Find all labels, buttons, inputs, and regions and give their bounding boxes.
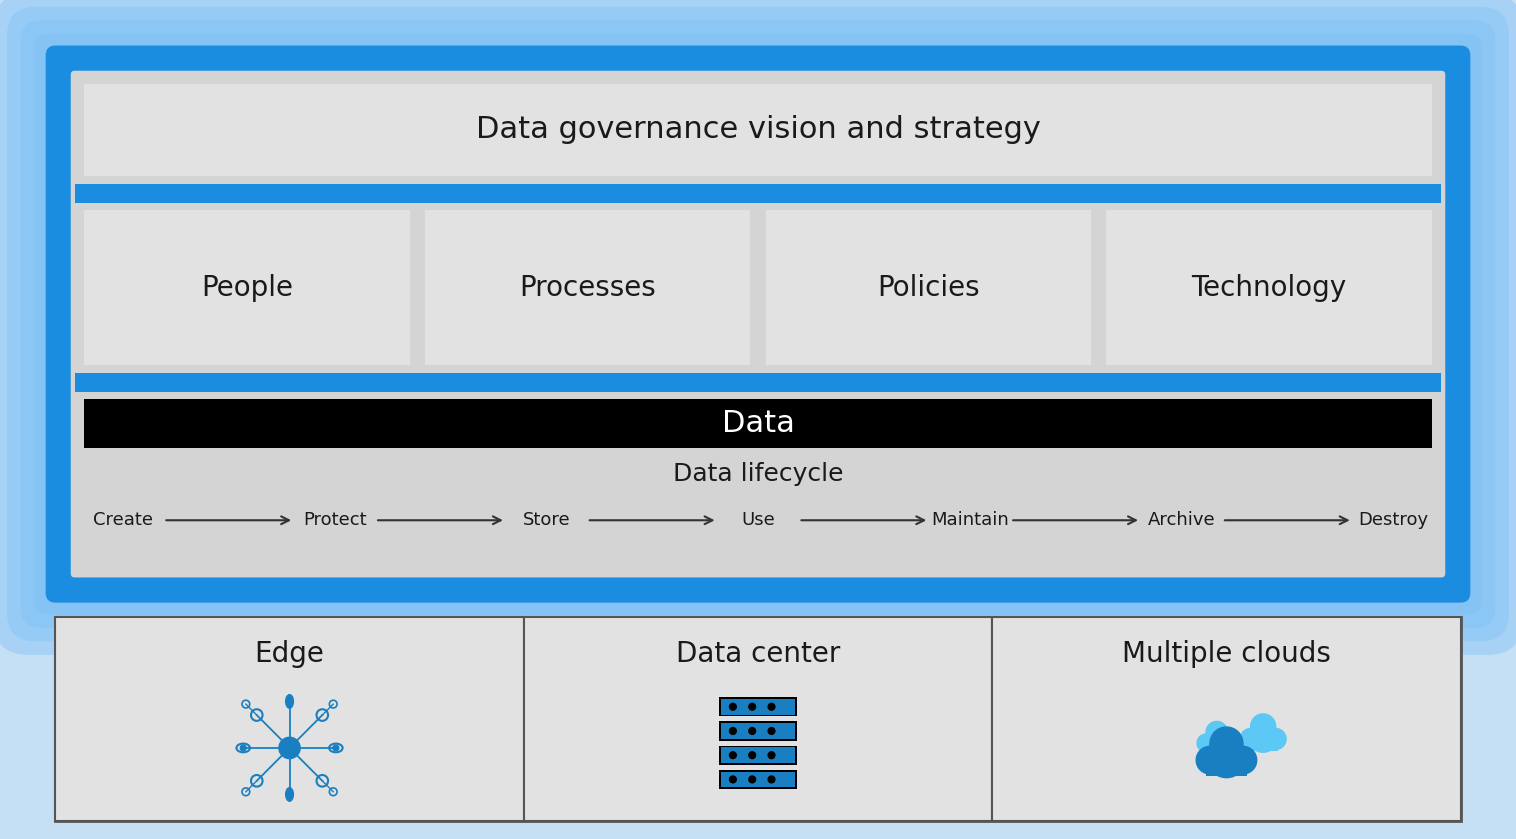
Circle shape <box>729 776 737 783</box>
Circle shape <box>749 727 755 734</box>
Circle shape <box>749 752 755 758</box>
Bar <box>85 399 1431 447</box>
Bar <box>1204 741 1229 753</box>
Bar <box>1107 211 1431 365</box>
Text: Store: Store <box>523 511 570 529</box>
Bar <box>55 618 1461 821</box>
FancyBboxPatch shape <box>8 7 1508 641</box>
Text: Technology: Technology <box>1192 274 1346 302</box>
Text: Destroy: Destroy <box>1358 511 1428 529</box>
Bar <box>523 618 993 821</box>
Text: Data governance vision and strategy: Data governance vision and strategy <box>476 115 1040 144</box>
Ellipse shape <box>285 788 294 801</box>
Text: People: People <box>202 274 293 302</box>
Circle shape <box>769 703 775 710</box>
Bar <box>722 772 794 787</box>
Circle shape <box>729 752 737 758</box>
Circle shape <box>769 752 775 758</box>
Bar <box>722 748 794 763</box>
Ellipse shape <box>285 695 294 708</box>
FancyBboxPatch shape <box>0 0 1516 655</box>
Circle shape <box>1204 728 1229 754</box>
FancyBboxPatch shape <box>45 45 1471 602</box>
Text: Processes: Processes <box>520 274 656 302</box>
Circle shape <box>749 776 755 783</box>
Text: Data center: Data center <box>676 640 840 668</box>
Circle shape <box>1248 722 1278 753</box>
Text: Data: Data <box>722 409 794 438</box>
Circle shape <box>769 727 775 734</box>
Circle shape <box>1198 734 1214 752</box>
Bar <box>1248 737 1278 751</box>
Circle shape <box>1207 737 1246 778</box>
Circle shape <box>729 727 737 734</box>
Bar <box>74 373 1442 393</box>
Text: Data lifecycle: Data lifecycle <box>673 461 843 486</box>
Text: Policies: Policies <box>878 274 979 302</box>
Circle shape <box>1196 747 1223 774</box>
Circle shape <box>1251 714 1275 739</box>
Text: Use: Use <box>741 511 775 529</box>
Circle shape <box>241 745 246 751</box>
Circle shape <box>279 737 300 758</box>
Circle shape <box>1240 728 1261 749</box>
Bar <box>993 618 1461 821</box>
Bar <box>85 211 409 365</box>
Text: Create: Create <box>92 511 153 529</box>
Bar <box>720 746 796 765</box>
Circle shape <box>1266 728 1286 749</box>
FancyBboxPatch shape <box>47 48 1469 601</box>
Circle shape <box>1210 727 1243 760</box>
Bar <box>74 184 1442 204</box>
Text: Archive: Archive <box>1148 511 1216 529</box>
Text: Edge: Edge <box>255 640 324 668</box>
Bar <box>55 618 523 821</box>
Text: Protect: Protect <box>303 511 367 529</box>
FancyBboxPatch shape <box>71 70 1445 577</box>
Bar <box>720 769 796 789</box>
FancyBboxPatch shape <box>21 20 1495 628</box>
Circle shape <box>334 745 338 751</box>
Bar <box>424 211 750 365</box>
Circle shape <box>729 703 737 710</box>
FancyBboxPatch shape <box>33 34 1483 614</box>
Circle shape <box>1229 747 1257 774</box>
Circle shape <box>1207 722 1228 743</box>
Bar <box>85 84 1431 176</box>
Bar <box>722 723 794 738</box>
Circle shape <box>769 776 775 783</box>
Circle shape <box>749 703 755 710</box>
Text: Maintain: Maintain <box>931 511 1008 529</box>
Text: Multiple clouds: Multiple clouds <box>1122 640 1331 668</box>
Bar <box>720 697 796 717</box>
Bar <box>1207 758 1246 776</box>
Circle shape <box>1219 734 1237 752</box>
Bar <box>766 211 1092 365</box>
Bar <box>720 722 796 741</box>
Bar <box>722 699 794 715</box>
